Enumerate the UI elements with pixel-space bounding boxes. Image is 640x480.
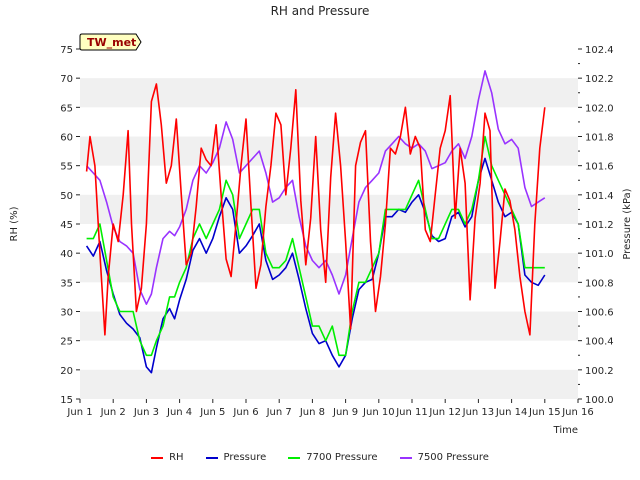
x-tick-label: Jun 5 — [199, 407, 225, 418]
y-left-tick-label: 75 — [60, 45, 73, 56]
y-left-tick-label: 65 — [60, 103, 73, 114]
y-right-tick-label: 100.2 — [585, 366, 614, 377]
legend-label: 7500 Pressure — [417, 452, 489, 463]
y-left-tick-label: 45 — [60, 220, 73, 231]
y-right-tick-label: 101.2 — [585, 220, 614, 231]
y-left-tick-label: 35 — [60, 278, 73, 289]
y-right-tick-label: 102.0 — [585, 103, 614, 114]
x-axis: Jun 1 Jun 2 Jun 3 Jun 4 Jun 5 Jun 6 Jun 7 Jun 8… — [66, 399, 594, 418]
x-tick-label: Jun 2 — [100, 407, 126, 418]
x-tick-label: Jun 13 — [462, 407, 495, 418]
y-axis-right-title: Pressure (kPa) — [622, 188, 633, 259]
y-axis-left: 15 20 25 30 35 40 45 50 55 60 65 70 75 — [60, 45, 80, 406]
y-left-tick-label: 25 — [60, 337, 73, 348]
legend-item: 7500 Pressure — [399, 452, 489, 463]
site-label-box: TW_met — [79, 33, 142, 51]
y-right-tick-label: 102.2 — [585, 74, 614, 85]
y-left-tick-label: 55 — [60, 162, 73, 173]
y-axis-left-title: RH (%) — [9, 206, 20, 241]
x-tick-label: Jun 15 — [528, 407, 561, 418]
legend-item: 7700 Pressure — [288, 452, 378, 463]
y-left-tick-label: 60 — [60, 133, 73, 144]
y-left-tick-label: 30 — [60, 308, 73, 319]
legend-label: RH — [169, 452, 184, 463]
series-line-rh — [85, 83, 546, 336]
series-line-7500-pressure — [86, 70, 546, 306]
legend-swatch — [151, 456, 164, 459]
legend-swatch — [205, 456, 218, 459]
grid-band — [80, 369, 578, 399]
y-right-tick-label: 102.4 — [585, 45, 614, 56]
x-tick-label: Jun 10 — [362, 407, 395, 418]
x-tick-label: Jun 12 — [428, 407, 461, 418]
y-axis-right: 100.0 100.2 100.4 100.6 100.8 101.0 101.2 101.4… — [578, 45, 614, 406]
y-left-tick-label: 15 — [60, 395, 73, 406]
legend-label: 7700 Pressure — [306, 452, 378, 463]
x-tick-label: Jun 9 — [332, 407, 358, 418]
grid-band — [80, 78, 578, 108]
x-tick-label: Jun 1 — [66, 407, 92, 418]
legend-swatch — [399, 456, 412, 459]
legend-swatch — [288, 456, 301, 459]
y-right-tick-label: 101.0 — [585, 249, 614, 260]
y-left-tick-label: 50 — [60, 191, 73, 202]
x-axis-title: Time — [553, 425, 578, 436]
x-tick-label: Jun 8 — [299, 407, 325, 418]
y-right-tick-label: 101.6 — [585, 162, 614, 173]
y-left-tick-label: 40 — [60, 249, 73, 260]
y-right-tick-label: 100.4 — [585, 337, 614, 348]
y-right-tick-label: 100.8 — [585, 278, 614, 289]
legend-label: Pressure — [223, 452, 267, 463]
site-label: TW_met — [87, 36, 136, 49]
x-tick-label: Jun 4 — [166, 407, 192, 418]
x-tick-label: Jun 3 — [133, 407, 159, 418]
y-left-tick-label: 20 — [60, 366, 73, 377]
y-right-tick-label: 100.6 — [585, 308, 614, 319]
x-tick-label: Jun 7 — [266, 407, 292, 418]
y-right-tick-label: 101.8 — [585, 133, 614, 144]
legend-item: RH — [151, 452, 184, 463]
chart-title: RH and Pressure — [271, 4, 370, 18]
x-tick-label: Jun 16 — [561, 407, 594, 418]
y-left-tick-label: 70 — [60, 74, 73, 85]
y-right-tick-label: 100.0 — [585, 395, 614, 406]
x-tick-label: Jun 14 — [495, 407, 528, 418]
x-tick-label: Jun 11 — [395, 407, 428, 418]
x-tick-label: Jun 6 — [232, 407, 258, 418]
grid-band — [80, 311, 578, 341]
legend-item: Pressure — [205, 452, 267, 463]
legend: RH Pressure 7700 Pressure 7500 Pressure — [0, 452, 640, 463]
series-layer — [85, 70, 546, 374]
y-right-tick-label: 101.4 — [585, 191, 614, 202]
